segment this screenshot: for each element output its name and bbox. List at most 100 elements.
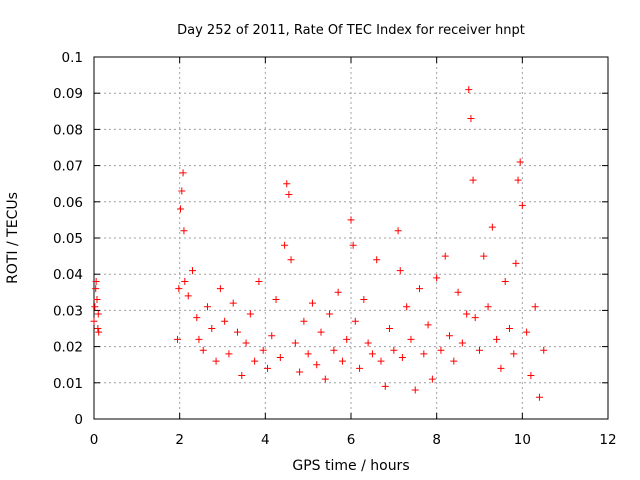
data-point — [199, 346, 207, 354]
data-point — [259, 346, 267, 354]
data-point — [471, 314, 479, 322]
data-point — [516, 158, 524, 166]
data-point — [291, 339, 299, 347]
data-point — [177, 205, 185, 213]
y-tick-label: 0.06 — [53, 195, 83, 211]
y-tick-label: 0 — [74, 412, 83, 428]
data-point — [527, 372, 535, 380]
x-tick-label: 12 — [599, 432, 616, 448]
data-point — [446, 332, 454, 340]
data-point — [465, 86, 473, 94]
data-point — [94, 310, 102, 318]
data-point — [308, 299, 316, 307]
x-tick-label: 6 — [347, 432, 356, 448]
data-point — [394, 227, 402, 235]
data-point — [251, 357, 259, 365]
data-point — [390, 346, 398, 354]
data-point — [283, 180, 291, 188]
data-point — [317, 328, 325, 336]
x-axis-label: GPS time / hours — [292, 458, 409, 474]
data-point — [381, 382, 389, 390]
data-point — [229, 299, 237, 307]
data-point — [535, 393, 543, 401]
data-point — [268, 332, 276, 340]
data-point — [518, 201, 526, 209]
data-point — [174, 335, 182, 343]
y-tick-label: 0.05 — [53, 231, 83, 247]
data-point — [94, 325, 102, 332]
data-point — [326, 310, 334, 318]
data-point — [184, 292, 192, 300]
axis-ticks: 0 2 4 6 8 10 12 0 0.01 0.02 0.03 0.04 0.05 0.06 0.07 0.… — [53, 50, 617, 448]
data-point — [373, 256, 381, 264]
data-point — [90, 317, 98, 325]
data-point — [313, 361, 321, 369]
data-point — [497, 364, 505, 372]
data-point — [480, 252, 488, 260]
data-point — [263, 364, 271, 372]
data-point — [437, 346, 445, 354]
data-point — [95, 328, 103, 336]
data-point — [396, 267, 404, 275]
data-point — [488, 223, 496, 231]
data-point — [454, 288, 462, 296]
data-point — [216, 285, 224, 293]
data-point — [458, 339, 466, 347]
data-point — [433, 274, 441, 282]
data-point — [514, 176, 522, 184]
data-point — [351, 317, 359, 325]
data-point — [93, 296, 101, 304]
data-point — [193, 314, 201, 322]
data-point — [91, 303, 99, 311]
data-point — [501, 277, 509, 285]
data-point — [272, 296, 280, 304]
y-tick-label: 0.03 — [53, 303, 83, 319]
data-point — [321, 375, 329, 383]
y-axis-label: ROTI / TECUs — [5, 192, 21, 284]
data-point — [463, 310, 471, 318]
data-point — [180, 227, 188, 235]
data-point — [296, 368, 304, 376]
data-point — [407, 335, 415, 343]
data-point — [204, 303, 212, 311]
data-point — [338, 357, 346, 365]
data-point — [441, 252, 449, 260]
data-point — [360, 296, 368, 304]
data-point — [92, 285, 100, 293]
data-point — [92, 277, 100, 285]
data-point — [175, 285, 183, 293]
y-tick-label: 0.08 — [53, 122, 83, 138]
data-point — [469, 176, 477, 184]
data-point — [411, 386, 419, 394]
data-point — [276, 353, 284, 361]
data-point — [178, 187, 186, 195]
data-point — [255, 277, 263, 285]
y-tick-label: 0.02 — [53, 340, 83, 356]
data-point — [233, 328, 241, 336]
y-tick-label: 0.07 — [53, 159, 83, 175]
data-point — [403, 303, 411, 311]
data-point — [364, 339, 372, 347]
data-point — [505, 325, 513, 332]
data-point — [343, 335, 351, 343]
chart-title: Day 252 of 2011, Rate Of TEC Index for r… — [177, 23, 525, 38]
data-point — [330, 346, 338, 354]
data-point — [195, 335, 203, 343]
data-point — [349, 241, 357, 249]
data-point — [334, 288, 342, 296]
grid-lines — [94, 57, 608, 419]
data-point — [450, 357, 458, 365]
data-point — [510, 350, 518, 358]
y-tick-label: 0.04 — [53, 267, 83, 283]
y-tick-label: 0.09 — [53, 86, 83, 102]
data-point — [208, 325, 216, 332]
data-point — [238, 372, 246, 380]
data-point — [523, 328, 531, 336]
data-point — [386, 325, 394, 332]
data-points — [90, 86, 548, 401]
data-point — [285, 191, 293, 199]
data-point — [221, 317, 229, 325]
data-point — [398, 353, 406, 361]
data-point — [428, 375, 436, 383]
data-point — [304, 350, 312, 358]
